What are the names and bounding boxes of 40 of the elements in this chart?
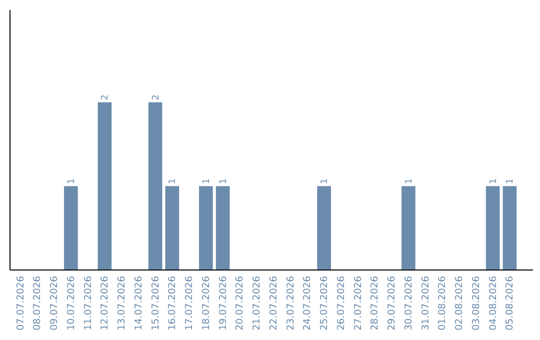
data-label: 1 xyxy=(66,178,77,184)
x-tick-label: 05.08.2026 xyxy=(504,276,516,330)
x-tick-label: 17.07.2026 xyxy=(184,276,196,330)
x-tick-label: 11.07.2026 xyxy=(82,276,94,330)
x-tick-label: 22.07.2026 xyxy=(268,276,280,330)
x-tick-label: 24.07.2026 xyxy=(302,276,314,330)
data-label: 1 xyxy=(488,178,499,184)
data-label: 1 xyxy=(404,178,414,184)
x-tick-label: 04.08.2026 xyxy=(488,276,499,330)
x-tick-label: 10.07.2026 xyxy=(66,276,77,330)
x-tick-label: 09.07.2026 xyxy=(49,276,60,330)
x-tick-label: 26.07.2026 xyxy=(336,276,347,330)
x-tick-label: 14.07.2026 xyxy=(133,276,144,330)
x-tick-label: 19.07.2026 xyxy=(218,276,229,330)
x-tick-label: 12.07.2026 xyxy=(100,276,111,330)
x-tick-label: 23.07.2026 xyxy=(285,276,296,330)
data-label: 1 xyxy=(506,178,516,184)
data-label: 1 xyxy=(218,178,229,184)
x-tick-label: 16.07.2026 xyxy=(167,276,178,330)
x-tick-label: 13.07.2026 xyxy=(116,276,128,330)
x-tick-label: 18.07.2026 xyxy=(200,276,212,330)
data-label: 1 xyxy=(168,178,178,184)
data-label: 1 xyxy=(320,178,330,184)
x-tick-label: 20.07.2026 xyxy=(234,276,246,330)
x-tick-label: 03.08.2026 xyxy=(470,276,482,330)
x-tick-label: 29.07.2026 xyxy=(386,276,398,330)
data-label: 2 xyxy=(151,94,162,100)
x-tick-label: 31.07.2026 xyxy=(420,276,432,330)
data-label: 2 xyxy=(100,94,111,100)
x-tick-label: 27.07.2026 xyxy=(352,276,364,330)
x-tick-label: 25.07.2026 xyxy=(319,276,330,330)
x-tick-label: 30.07.2026 xyxy=(403,276,414,330)
x-tick-label: 02.08.2026 xyxy=(454,276,466,330)
x-tick-label: 07.07.2026 xyxy=(15,276,26,330)
x-tick-label: 28.07.2026 xyxy=(370,276,381,330)
x-tick-label: 01.08.2026 xyxy=(437,276,448,330)
x-tick-label: 08.07.2026 xyxy=(32,276,44,330)
data-label: 1 xyxy=(202,178,212,184)
x-tick-label: 21.07.2026 xyxy=(252,276,263,330)
x-tick-label: 15.07.2026 xyxy=(150,276,162,330)
